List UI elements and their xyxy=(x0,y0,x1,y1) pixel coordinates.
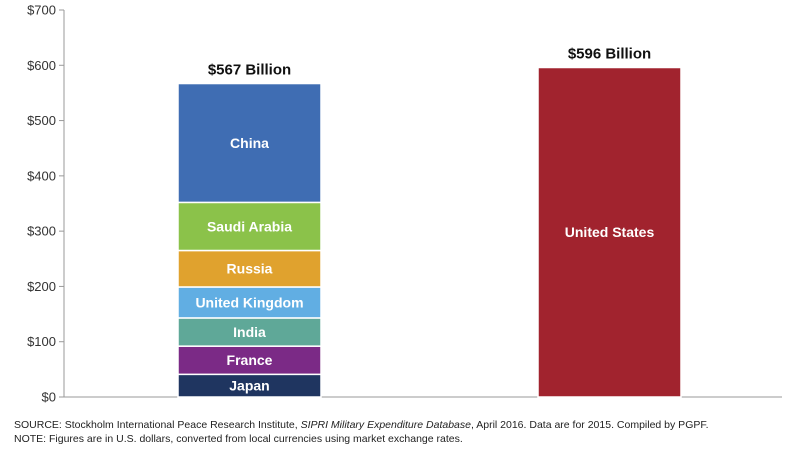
y-tick-label: $500 xyxy=(27,113,56,128)
segment-label: Japan xyxy=(229,378,269,394)
segment-label: United States xyxy=(565,224,655,240)
source-suffix: , April 2016. Data are for 2015. Compile… xyxy=(470,419,709,431)
bar-total-label: $596 Billion xyxy=(568,45,651,62)
bar-segment xyxy=(177,249,322,288)
bar-segment xyxy=(537,66,682,398)
y-tick-label: $400 xyxy=(27,168,56,183)
bars: Japan France India United Kingdom Russia Saud… xyxy=(177,45,682,398)
y-tick-label: $0 xyxy=(42,390,56,405)
y-tick-label: $300 xyxy=(27,224,56,239)
y-tick-label: $100 xyxy=(27,334,56,349)
source-italic: SIPRI Military Expenditure Database xyxy=(300,419,471,431)
segment-label: Russia xyxy=(227,261,273,277)
footer: SOURCE: Stockholm International Peace Re… xyxy=(14,418,794,446)
segment-label: Saudi Arabia xyxy=(207,218,292,234)
bar-segment xyxy=(177,82,322,204)
y-tick-label: $700 xyxy=(27,3,56,18)
bar-total-label: $567 Billion xyxy=(208,62,291,79)
segment-label: France xyxy=(227,352,273,368)
y-tick-label: $200 xyxy=(27,279,56,294)
bar-segment xyxy=(177,317,322,347)
segment-label: United Kingdom xyxy=(195,294,303,310)
y-tick-label: $600 xyxy=(27,58,56,73)
chart: $0 $100 $200 $300 $400 $500 $600 $700 Japan Fran… xyxy=(27,3,782,405)
source-prefix: SOURCE: Stockholm International Peace Re… xyxy=(14,419,301,431)
segment-label: India xyxy=(233,324,266,340)
source-note: SOURCE: Stockholm International Peace Re… xyxy=(14,418,794,432)
segment-label: China xyxy=(230,135,269,151)
bar-segment xyxy=(177,201,322,252)
note: NOTE: Figures are in U.S. dollars, conve… xyxy=(14,433,463,445)
